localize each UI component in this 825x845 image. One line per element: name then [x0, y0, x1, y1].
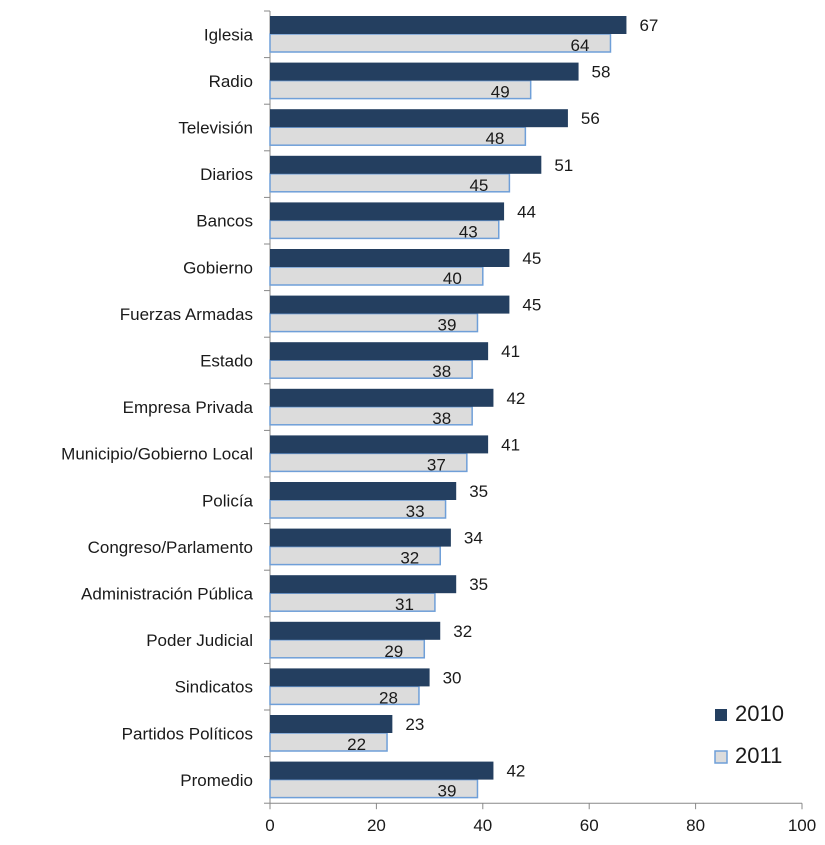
value-label-2010: 44 [517, 202, 536, 221]
legend-swatch-2011 [714, 750, 728, 764]
value-label-2011: 45 [469, 176, 488, 195]
category-label: Municipio/Gobierno Local [61, 445, 253, 464]
category-label: Sindicatos [175, 678, 253, 697]
category-label: Partidos Políticos [122, 724, 253, 743]
value-label-2011: 22 [347, 735, 366, 754]
value-label-2011: 28 [379, 688, 398, 707]
bar-2010 [270, 342, 489, 361]
legend-label-2010: 2010 [735, 701, 784, 726]
value-label-2010: 35 [469, 575, 488, 594]
bar-2011 [269, 732, 388, 752]
bar-2010 [270, 761, 494, 780]
value-label-2011: 38 [432, 362, 451, 381]
value-label-2010: 58 [592, 63, 611, 82]
legend-label-2011: 2011 [735, 743, 782, 768]
value-label-2010: 34 [464, 529, 483, 548]
value-label-2010: 67 [639, 16, 658, 35]
value-label-2010: 51 [554, 156, 573, 175]
value-label-2011: 33 [406, 502, 425, 521]
bar-2010 [270, 202, 505, 221]
x-tick-label: 0 [265, 816, 274, 835]
value-label-2011: 39 [438, 782, 457, 801]
value-label-2010: 30 [443, 668, 462, 687]
value-label-2010: 45 [522, 249, 541, 268]
bar-2010 [270, 668, 430, 687]
value-label-2011: 49 [491, 83, 510, 102]
value-label-2010: 23 [405, 715, 424, 734]
bar-2010 [270, 715, 393, 733]
category-label: Bancos [196, 212, 253, 231]
category-label: Administración Pública [81, 585, 254, 604]
bar-2010 [270, 155, 542, 174]
x-tick-label: 60 [580, 816, 599, 835]
value-label-2011: 48 [485, 129, 504, 148]
bar-2010 [270, 482, 457, 500]
value-label-2011: 31 [395, 595, 414, 614]
bar-2010 [270, 388, 494, 407]
bar-2011 [269, 33, 612, 53]
category-label: Diarios [200, 165, 253, 184]
category-label: Gobierno [183, 258, 253, 277]
chart-legend: 2010 2011 [714, 701, 784, 768]
value-label-2011: 40 [443, 269, 462, 288]
bar-2010 [270, 16, 627, 34]
chart-bars [269, 16, 627, 799]
bar-2010 [270, 575, 457, 594]
value-label-2011: 39 [438, 316, 457, 335]
category-label: Promedio [180, 771, 253, 790]
category-label: Radio [209, 72, 253, 91]
value-label-2011: 29 [384, 642, 403, 661]
x-tick-label: 40 [473, 816, 492, 835]
value-label-2010: 45 [522, 296, 541, 315]
chart-labels: Iglesia 67 64 Radio 58 49 Televisión 56 48 Diario… [61, 16, 658, 801]
category-label: Policía [202, 491, 254, 510]
value-label-2010: 41 [501, 435, 520, 454]
bar-2010 [270, 435, 489, 454]
bar-2010 [270, 62, 579, 81]
bar-2010 [270, 109, 568, 128]
category-label: Congreso/Parlamento [88, 538, 253, 557]
value-label-2010: 32 [453, 622, 472, 641]
value-label-2011: 32 [400, 549, 419, 568]
category-label: Televisión [178, 119, 253, 138]
value-label-2010: 41 [501, 342, 520, 361]
category-label: Empresa Privada [123, 398, 254, 417]
bar-2010 [270, 621, 441, 640]
bar-2010 [270, 528, 451, 547]
value-label-2011: 38 [432, 409, 451, 428]
bar-2010 [270, 249, 510, 267]
category-label: Estado [200, 352, 253, 371]
value-label-2011: 64 [571, 36, 590, 55]
bar-2010 [270, 295, 510, 314]
value-label-2010: 42 [506, 762, 525, 781]
value-label-2010: 56 [581, 109, 600, 128]
legend-swatch-2010 [715, 709, 727, 721]
value-label-2011: 37 [427, 455, 446, 474]
value-label-2010: 42 [506, 389, 525, 408]
value-label-2011: 43 [459, 222, 478, 241]
category-label: Poder Judicial [146, 631, 253, 650]
x-tick-label: 20 [367, 816, 386, 835]
category-label: Iglesia [204, 25, 254, 44]
x-tick-label: 100 [788, 816, 816, 835]
value-label-2010: 35 [469, 482, 488, 501]
x-tick-label: 80 [686, 816, 705, 835]
category-label: Fuerzas Armadas [120, 305, 253, 324]
